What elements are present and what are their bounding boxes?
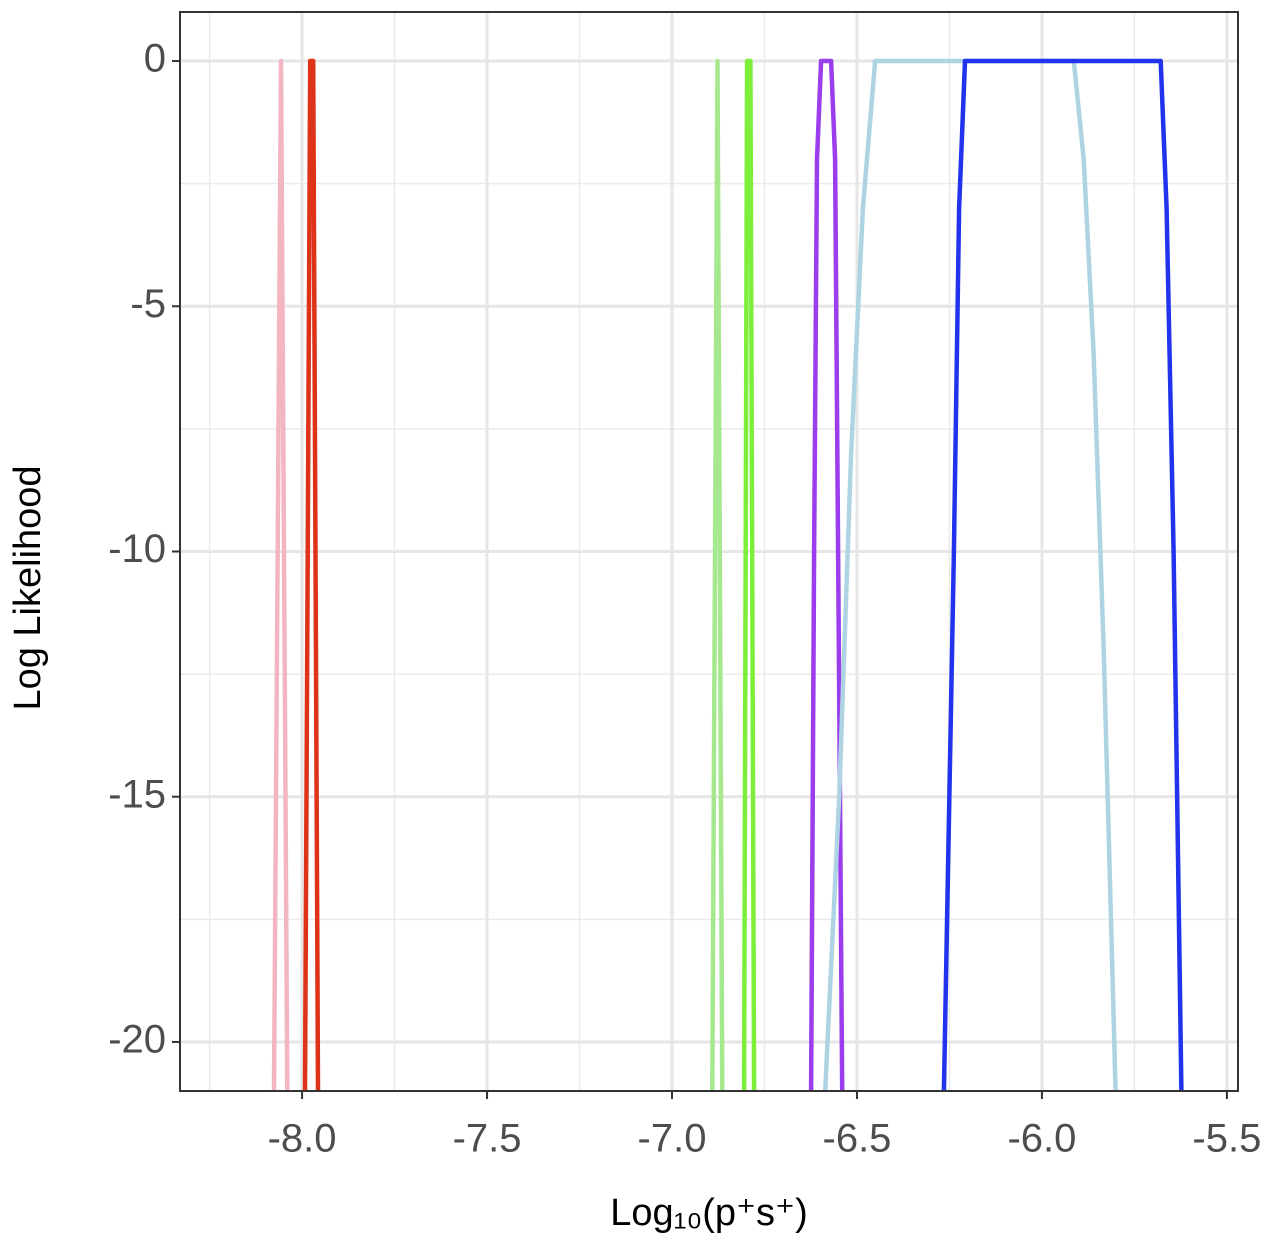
x-tick-label: -8.0 (268, 1117, 337, 1161)
series-line (808, 58, 845, 1091)
y-axis-title: Log Likelihood (7, 465, 49, 710)
y-tick-label: -10 (108, 527, 166, 571)
series-line (710, 58, 725, 1091)
series-line (941, 58, 1184, 1091)
y-tick-label: -20 (108, 1018, 166, 1062)
plot-lines (271, 58, 1184, 1091)
x-tick-label: -7.0 (638, 1117, 707, 1161)
series-line (271, 58, 290, 1091)
x-axis-title: Log₁₀(p⁺s⁺) (610, 1192, 808, 1234)
y-tick-label: 0 (144, 37, 166, 81)
grid (180, 12, 1238, 1091)
x-tick-label: -6.0 (1007, 1117, 1076, 1161)
y-tick-label: -15 (108, 772, 166, 816)
x-tick-label: -7.5 (453, 1117, 522, 1161)
series-line (822, 58, 1118, 1091)
x-tick-label: -5.5 (1192, 1117, 1261, 1161)
series-line (302, 58, 321, 1091)
y-tick-label: -5 (130, 282, 166, 326)
x-tick-label: -6.5 (823, 1117, 892, 1161)
series-line (741, 58, 757, 1091)
